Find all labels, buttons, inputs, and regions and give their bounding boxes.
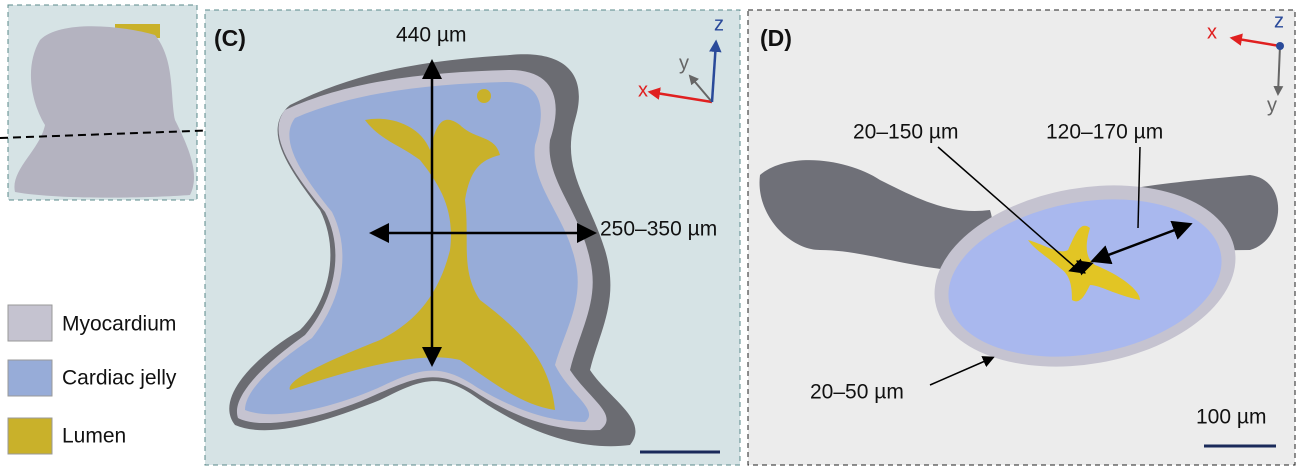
annotation: 20–50 µm bbox=[810, 381, 904, 404]
legend-label: Lumen bbox=[62, 425, 126, 448]
annotation: 250–350 µm bbox=[600, 218, 717, 241]
annotation: 440 µm bbox=[396, 24, 466, 47]
section-plane bbox=[0, 129, 221, 139]
axis-x bbox=[1229, 33, 1281, 48]
axis-x bbox=[647, 87, 713, 104]
axis-label: z bbox=[714, 13, 724, 35]
axis-label: y bbox=[1267, 94, 1277, 116]
scale-label: 100 µm bbox=[1196, 406, 1266, 429]
legend-swatch bbox=[7, 417, 53, 455]
legend-label: Cardiac jelly bbox=[62, 367, 177, 390]
legend-swatch bbox=[7, 359, 53, 397]
axis-y bbox=[1273, 45, 1284, 96]
axis-y bbox=[688, 74, 713, 103]
leader-arrow bbox=[929, 356, 995, 386]
thumb-heart bbox=[14, 26, 195, 198]
measure-arrow bbox=[1090, 220, 1193, 265]
axis-z bbox=[1276, 42, 1284, 50]
axis-label: x bbox=[1207, 21, 1217, 43]
axis-label: y bbox=[679, 52, 689, 74]
legend-label: Myocardium bbox=[62, 313, 176, 336]
panel-label: (D) bbox=[760, 25, 792, 51]
myocardium-outer bbox=[759, 160, 993, 270]
legend-swatch bbox=[7, 304, 53, 342]
panel-c: (C) 440 µm 250–350 µm x y z bbox=[204, 9, 741, 466]
axis-label: x bbox=[638, 79, 648, 101]
thumbnail bbox=[0, 4, 221, 201]
lumen bbox=[289, 118, 555, 410]
axis-z bbox=[709, 39, 722, 103]
annotation: 20–150 µm bbox=[853, 121, 959, 144]
panel-label: (C) bbox=[214, 25, 246, 51]
leader-line bbox=[937, 146, 1077, 269]
axis-label: z bbox=[1274, 10, 1284, 32]
lumen bbox=[477, 89, 491, 103]
legend: Myocardium Cardiac jelly Lumen bbox=[7, 304, 177, 455]
annotation: 120–170 µm bbox=[1046, 121, 1163, 144]
measure-arrow bbox=[1068, 258, 1094, 276]
leader-line bbox=[1137, 146, 1141, 229]
panel-d: (D) 20–150 µm 120–170 µm 20–50 µm 100 µm… bbox=[747, 9, 1296, 466]
